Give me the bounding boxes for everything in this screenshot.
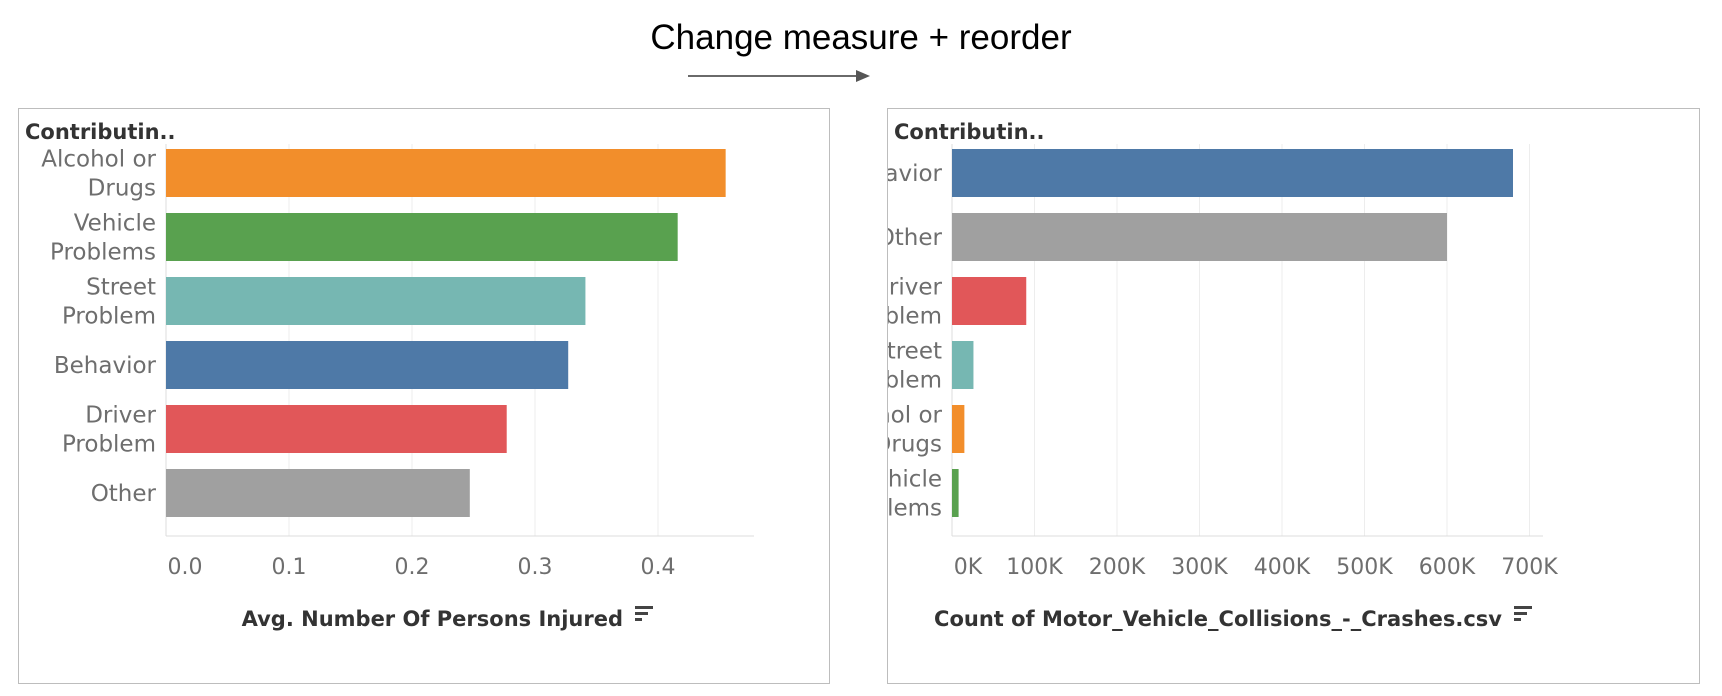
category-label: Behavior bbox=[888, 161, 943, 187]
category-label: Drugs bbox=[888, 432, 942, 458]
bar[interactable] bbox=[952, 341, 974, 389]
category-label: Problem bbox=[62, 304, 156, 330]
category-label: Driver bbox=[888, 275, 943, 301]
x-tick-label: 700K bbox=[1501, 555, 1558, 580]
category-label: Behavior bbox=[54, 353, 157, 379]
category-label: Problems bbox=[888, 496, 942, 522]
x-tick-label: 200K bbox=[1089, 555, 1146, 580]
x-tick-label: 0K bbox=[954, 555, 983, 580]
category-label: Problem bbox=[888, 304, 942, 330]
row-header[interactable]: Contributin.. bbox=[894, 120, 1045, 144]
bar[interactable] bbox=[952, 149, 1513, 197]
category-label: Street bbox=[86, 275, 156, 301]
sort-icon[interactable] bbox=[635, 606, 653, 621]
x-tick-label: 500K bbox=[1336, 555, 1393, 580]
category-label: Vehicle bbox=[888, 467, 942, 493]
category-label: Street bbox=[888, 339, 942, 365]
category-label: Problems bbox=[50, 240, 156, 266]
category-label: Problem bbox=[62, 432, 156, 458]
x-axis-title[interactable]: Avg. Number Of Persons Injured bbox=[242, 607, 623, 631]
transition-arrow bbox=[688, 70, 870, 82]
x-tick-label: 400K bbox=[1254, 555, 1311, 580]
x-axis-title[interactable]: Count of Motor_Vehicle_Collisions_-_Cras… bbox=[934, 607, 1502, 631]
category-label: Other bbox=[888, 225, 943, 251]
bar-chart-right: Contributin.. Behavior Other Driver Problem S… bbox=[888, 120, 1558, 631]
x-tick-label: 300K bbox=[1171, 555, 1228, 580]
chart-panel-left: Contributin.. Alcohol or Drugs Vehicle Probl… bbox=[18, 108, 830, 684]
bar-chart-left: Contributin.. Alcohol or Drugs Vehicle Probl… bbox=[25, 120, 754, 631]
chart-panel-right: Contributin.. Behavior Other Driver Problem S… bbox=[887, 108, 1700, 684]
row-header[interactable]: Contributin.. bbox=[25, 120, 176, 144]
bar[interactable] bbox=[952, 277, 1027, 325]
category-label: Driver bbox=[85, 403, 156, 429]
figure-caption: Change measure + reorder bbox=[650, 18, 1072, 57]
x-tick-label: 0.0 bbox=[168, 555, 203, 580]
category-label: Alcohol or bbox=[41, 147, 156, 173]
x-tick-label: 600K bbox=[1419, 555, 1476, 580]
x-tick-label: 0.1 bbox=[272, 555, 307, 580]
bar[interactable] bbox=[166, 405, 507, 453]
sort-icon[interactable] bbox=[1514, 606, 1532, 621]
bar[interactable] bbox=[952, 405, 965, 453]
bar[interactable] bbox=[166, 149, 726, 197]
bar[interactable] bbox=[952, 213, 1447, 261]
category-label: Other bbox=[91, 481, 157, 507]
bar[interactable] bbox=[166, 213, 678, 261]
bar[interactable] bbox=[166, 341, 569, 389]
category-label: Vehicle bbox=[74, 211, 156, 237]
x-tick-label: 100K bbox=[1006, 555, 1063, 580]
x-tick-label: 0.3 bbox=[518, 555, 553, 580]
bar[interactable] bbox=[952, 469, 959, 517]
x-tick-label: 0.4 bbox=[641, 555, 676, 580]
category-label: Problem bbox=[888, 368, 942, 394]
category-label: Drugs bbox=[88, 176, 156, 202]
bar[interactable] bbox=[166, 469, 470, 517]
bar[interactable] bbox=[166, 277, 586, 325]
category-label: Alcohol or bbox=[888, 403, 943, 429]
x-tick-label: 0.2 bbox=[395, 555, 430, 580]
